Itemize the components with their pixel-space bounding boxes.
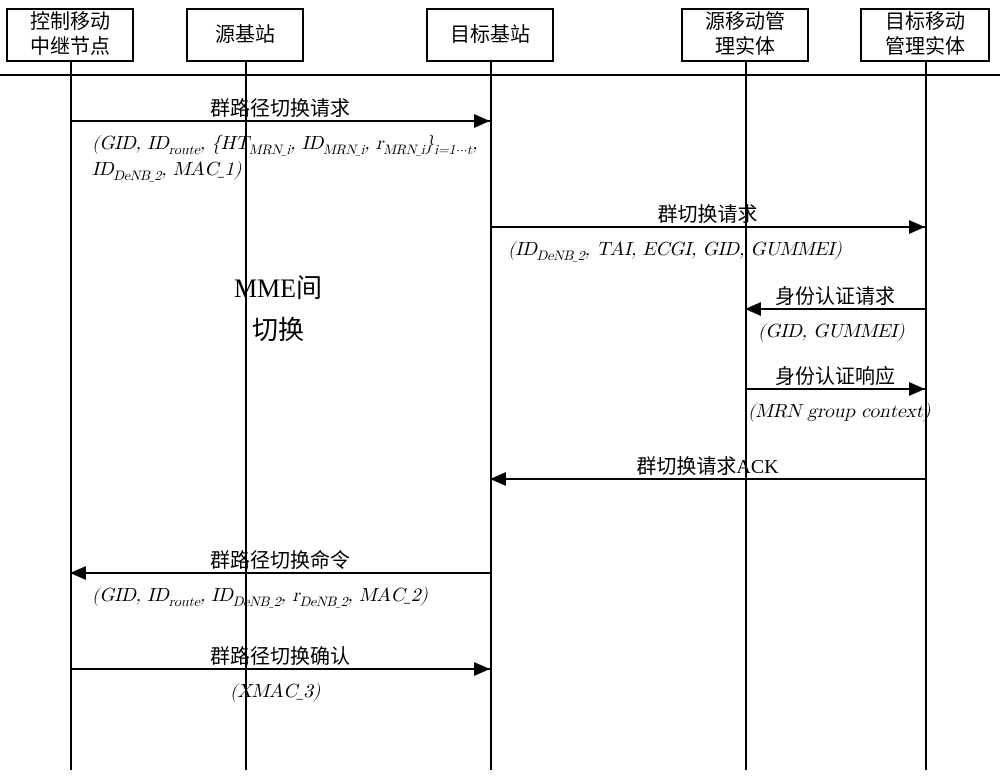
actor-mrn: 控制移动中继节点	[6, 8, 134, 62]
actor-tgt_bs: 目标基站	[426, 8, 554, 62]
lifeline-tgt_bs	[490, 62, 492, 770]
msg-label-group_path_switch_confirm: 群路径切换确认	[70, 640, 490, 669]
msg-label-group_handover_req: 群切换请求	[490, 198, 925, 227]
msg-params-identity_auth_req-0: (GID, GUMMEI)	[758, 320, 904, 343]
msg-label-group_handover_ack: 群切换请求ACK	[490, 450, 925, 479]
sequence-diagram: 控制移动中继节点源基站目标基站源移动管理实体目标移动管理实体MME间切换群路径切…	[0, 0, 1000, 776]
lifeline-src_mme	[745, 62, 747, 770]
actor-src_bs: 源基站	[186, 8, 304, 62]
msg-label-group_path_switch_req: 群路径切换请求	[70, 92, 490, 121]
actor-tgt_mme: 目标移动管理实体	[860, 8, 990, 62]
actor-src_mme: 源移动管理实体	[681, 8, 809, 62]
msg-label-identity_auth_req: 身份认证请求	[745, 280, 925, 309]
msg-label-group_path_switch_cmd: 群路径切换命令	[70, 544, 490, 573]
msg-label-identity_auth_resp: 身份认证响应	[745, 360, 925, 389]
region-label-mme-handover: MME间切换	[218, 268, 338, 351]
msg-params-group_path_switch_req-1: IDDeNB_2, MAC_1)	[92, 158, 241, 181]
msg-params-group_path_switch_cmd-0: (GID, IDroute, IDDeNB_2, rDeNB_2, MAC_2)	[92, 584, 428, 607]
baseline	[0, 74, 1000, 76]
msg-params-group_path_switch_confirm-0: (XMAC_3)	[230, 680, 320, 703]
msg-params-group_path_switch_req-0: (GID, IDroute, {HTMRN_i, IDMRN_i, rMRN_i…	[92, 132, 477, 155]
msg-params-identity_auth_resp-0: (MRN group context)	[748, 400, 930, 423]
msg-params-group_handover_req-0: (IDDeNB_2, TAI, ECGI, GID, GUMMEI)	[508, 238, 842, 261]
